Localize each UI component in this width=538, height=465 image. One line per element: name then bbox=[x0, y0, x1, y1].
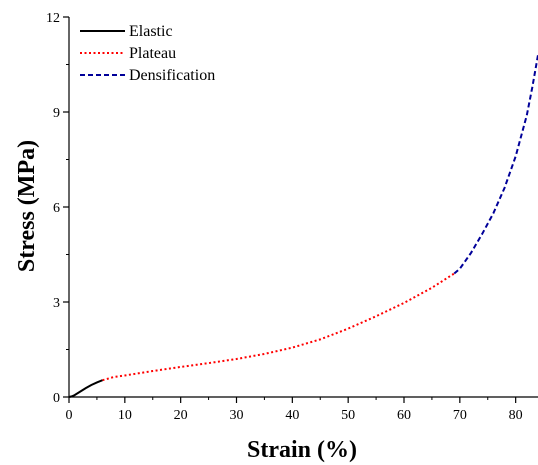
y-tick-label: 6 bbox=[53, 201, 60, 216]
x-tick-label: 30 bbox=[230, 408, 244, 423]
x-tick-label: 80 bbox=[509, 408, 523, 423]
x-tick-label: 0 bbox=[66, 408, 73, 423]
x-tick-label: 40 bbox=[285, 408, 299, 423]
x-tick-label: 20 bbox=[174, 408, 188, 423]
series-line-elastic bbox=[68, 379, 103, 398]
x-axis-title: Strain (%) bbox=[247, 437, 357, 463]
x-tick-label: 70 bbox=[453, 408, 467, 423]
y-tick-label: 9 bbox=[53, 106, 60, 121]
y-tick-label: 0 bbox=[53, 391, 60, 406]
legend-label-plateau: Plateau bbox=[129, 45, 176, 62]
y-tick-label: 3 bbox=[53, 296, 60, 311]
x-tick-label: 60 bbox=[397, 408, 411, 423]
axes: 0 10 20 30 40 50 60 70 80 0 3 6 9 12 bbox=[46, 11, 538, 423]
y-tick-label: 12 bbox=[46, 11, 60, 26]
x-tick-label: 50 bbox=[341, 408, 355, 423]
legend-label-densification: Densification bbox=[129, 67, 215, 84]
x-tick-label: 10 bbox=[118, 408, 132, 423]
plot-area bbox=[68, 54, 538, 398]
y-axis-title: Stress (MPa) bbox=[14, 140, 40, 272]
series-line-densification bbox=[453, 54, 538, 275]
series-line-plateau bbox=[102, 272, 455, 382]
legend: Elastic Plateau Densification bbox=[80, 23, 215, 84]
legend-label-elastic: Elastic bbox=[129, 23, 173, 40]
